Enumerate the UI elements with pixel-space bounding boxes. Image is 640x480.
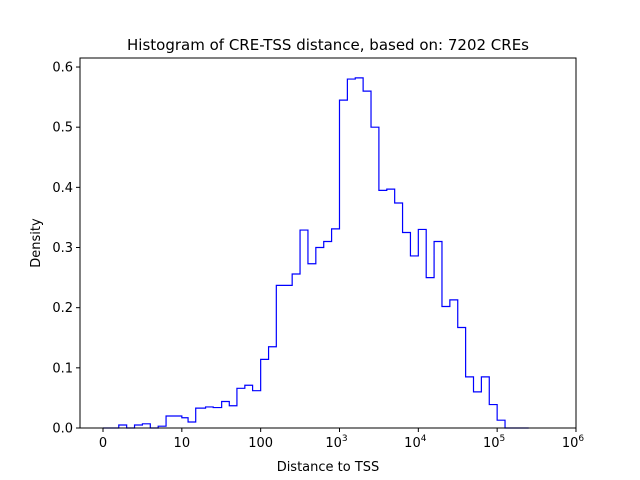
histogram-step-line bbox=[103, 77, 529, 429]
x-tick-exponent: 6 bbox=[578, 434, 584, 444]
y-tick-label: 0.1 bbox=[52, 361, 73, 376]
x-tick-exponent: 3 bbox=[342, 434, 348, 444]
x-tick-label: 0 bbox=[99, 436, 107, 451]
y-tick-label: 0.6 bbox=[52, 61, 73, 76]
y-tick-label: 0.5 bbox=[52, 121, 73, 136]
x-tick-exponent: 5 bbox=[500, 434, 506, 444]
y-tick-label: 0.3 bbox=[52, 241, 73, 256]
x-tick-label: 100 bbox=[248, 436, 273, 451]
chart-title: Histogram of CRE-TSS distance, based on:… bbox=[127, 36, 529, 54]
plot-area bbox=[80, 58, 576, 428]
y-axis-ticks: 0.0 0.1 0.2 0.3 0.4 0.5 0.6 bbox=[52, 61, 80, 437]
y-tick-label: 0.0 bbox=[52, 422, 73, 437]
x-tick-label: 10 bbox=[174, 436, 191, 451]
y-tick-label: 0.4 bbox=[52, 181, 73, 196]
plot-marks bbox=[103, 77, 529, 429]
x-axis-label: Distance to TSS bbox=[277, 460, 380, 475]
plot-frame bbox=[79, 57, 577, 429]
y-axis-label: Density bbox=[29, 218, 44, 268]
y-tick-label: 0.2 bbox=[52, 301, 73, 316]
x-tick-exponent: 4 bbox=[421, 434, 427, 444]
